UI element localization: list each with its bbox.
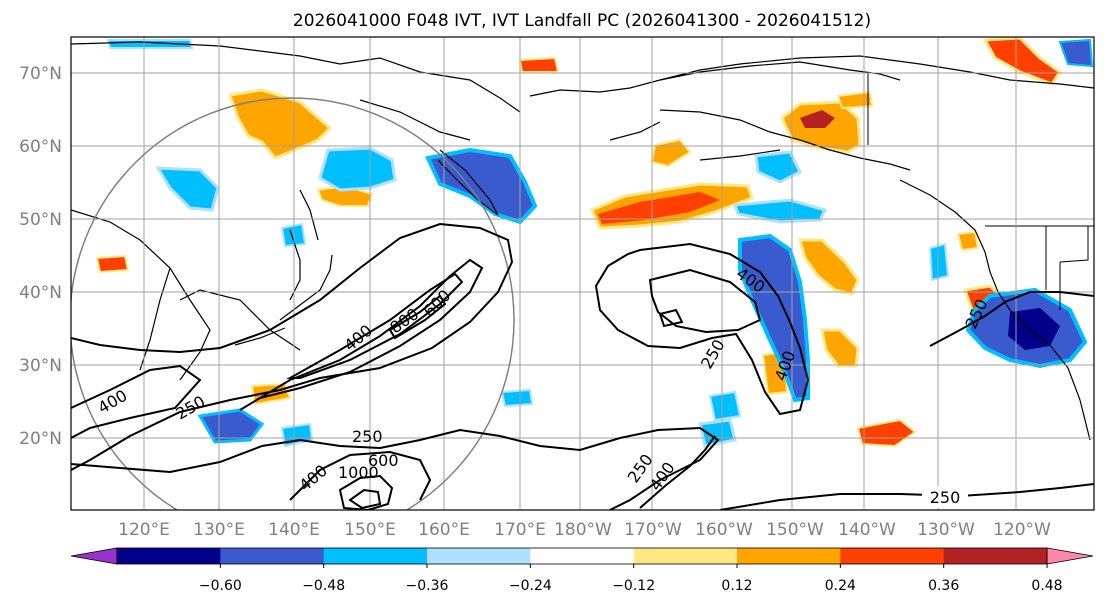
figure-title: 2026041000 F048 IVT, IVT Landfall PC (20… (293, 11, 871, 31)
cool-area-oregon (928, 242, 950, 282)
negative-pc-shading (106, 38, 1094, 448)
latitude-axis: 70°N 60°N 50°N 40°N 30°N 20°N (19, 64, 62, 449)
lon-tick: 170°W (624, 520, 682, 540)
colorbar: −0.60 −0.48 −0.36 −0.24 −0.12 0.12 0.24 0.36 0.4… (70, 547, 1094, 594)
asia-coastline (71, 41, 521, 381)
colorbar-tick-label: 0.48 (1031, 578, 1062, 594)
contour-800-west (388, 294, 447, 340)
kamchatka-outline (437, 149, 499, 216)
contour-low-center (648, 268, 762, 334)
colorbar-segments (117, 548, 1048, 564)
colorbar-extend-max (1046, 547, 1094, 565)
lon-tick: 150°W (766, 520, 824, 540)
contour-400-south (289, 435, 716, 509)
political-boundaries (867, 72, 1094, 310)
colorbar-tick-label: −0.60 (199, 578, 242, 594)
ivt-contours (71, 222, 1094, 510)
colorbar-extend-min (70, 547, 118, 565)
contour-250-west (71, 222, 514, 471)
colorbar-ticks: −0.60 −0.48 −0.36 −0.24 −0.12 0.12 0.24 0.36 0.4… (199, 564, 1063, 594)
warm-area-bering (518, 56, 560, 73)
lon-tick: 160°E (418, 520, 470, 540)
cool-area-subtrop-central (708, 390, 742, 422)
cool-area-gulf2 (732, 198, 828, 224)
colorbar-segment (633, 548, 738, 564)
warm-area-west (95, 254, 130, 274)
contour-250-california (929, 291, 1094, 347)
lon-tick: 140°E (268, 520, 320, 540)
colorbar-segment (840, 548, 945, 564)
contour-1000-core (338, 474, 394, 510)
lon-tick: 130°E (193, 520, 245, 540)
colorbar-segment (530, 548, 635, 564)
gridlines (71, 37, 1094, 510)
japan-outline (234, 254, 333, 346)
contour-label: 250 (930, 488, 961, 507)
colorbar-segment (220, 548, 325, 564)
lat-tick: 70°N (19, 64, 62, 84)
contour-250-south (71, 426, 720, 510)
lat-tick: 60°N (19, 137, 62, 157)
colorbar-frame (116, 547, 1048, 565)
colorbar-tick-label: −0.48 (302, 578, 345, 594)
warm-area-subtropics (820, 328, 860, 368)
colorbar-segment (323, 548, 428, 564)
lon-tick: 120°W (993, 520, 1051, 540)
colorbar-segment (117, 548, 221, 564)
colorbar-tick-label: 0.24 (825, 578, 856, 594)
colorbar-segment (943, 548, 1048, 564)
cool-area-okhotsk (318, 146, 397, 192)
lat-tick: 50°N (19, 210, 62, 230)
lon-tick: 120°E (118, 520, 170, 540)
us-state-lines (1045, 226, 1089, 310)
contour-label: 1000 (338, 463, 379, 482)
map-panel: 250 400 800 600 400 250 400 250 400 250 … (70, 36, 1095, 511)
lon-tick: 140°W (838, 520, 896, 540)
lon-tick: 180°W (554, 520, 612, 540)
arctic-coastline (659, 55, 1094, 89)
contour-400-west (71, 258, 484, 439)
warm-area-oregon (956, 230, 980, 252)
lon-tick: 150°E (344, 520, 396, 540)
colorbar-segment (737, 548, 841, 564)
lat-tick: 20°N (19, 429, 62, 449)
cool-area-west (155, 166, 220, 212)
warm-area-bc (836, 90, 874, 110)
contour-ring-dateline (594, 242, 810, 416)
cool-core-california (1008, 308, 1060, 350)
colorbar-tick-label: −0.36 (406, 578, 449, 594)
contour-low-inner (658, 308, 684, 328)
contour-600-west (286, 272, 464, 379)
colorbar-tick-label: 0.12 (721, 578, 752, 594)
colorbar-tick-label: 0.36 (928, 578, 959, 594)
cool-area-bc (754, 150, 803, 184)
lon-tick: 170°E (494, 520, 546, 540)
warm-core-alaska (800, 110, 835, 128)
lon-tick: 160°W (695, 520, 753, 540)
cool-area-tropics2 (500, 388, 534, 408)
lat-tick: 40°N (19, 283, 62, 303)
lon-tick: 130°W (917, 520, 975, 540)
colorbar-tick-label: −0.12 (612, 578, 655, 594)
cool-area-tropics (698, 418, 737, 448)
colorbar-tick-label: −0.24 (509, 578, 552, 594)
warm-area-hawaii-west (856, 418, 917, 448)
lat-tick: 30°N (19, 356, 62, 376)
map-frame (70, 36, 1095, 511)
longitude-axis: 120°E 130°E 140°E 150°E 160°E 170°E 180°… (118, 520, 1051, 540)
alaska-coastline (529, 61, 911, 171)
contour-label: 250 (352, 427, 383, 446)
colorbar-segment (427, 548, 531, 564)
cool-area-arctic (1058, 38, 1094, 68)
warm-core-gulf (598, 192, 720, 224)
contour-label: 600 (368, 451, 399, 470)
landfall-radius-circle (71, 97, 515, 510)
warm-area-northeast-pacific (798, 238, 860, 296)
